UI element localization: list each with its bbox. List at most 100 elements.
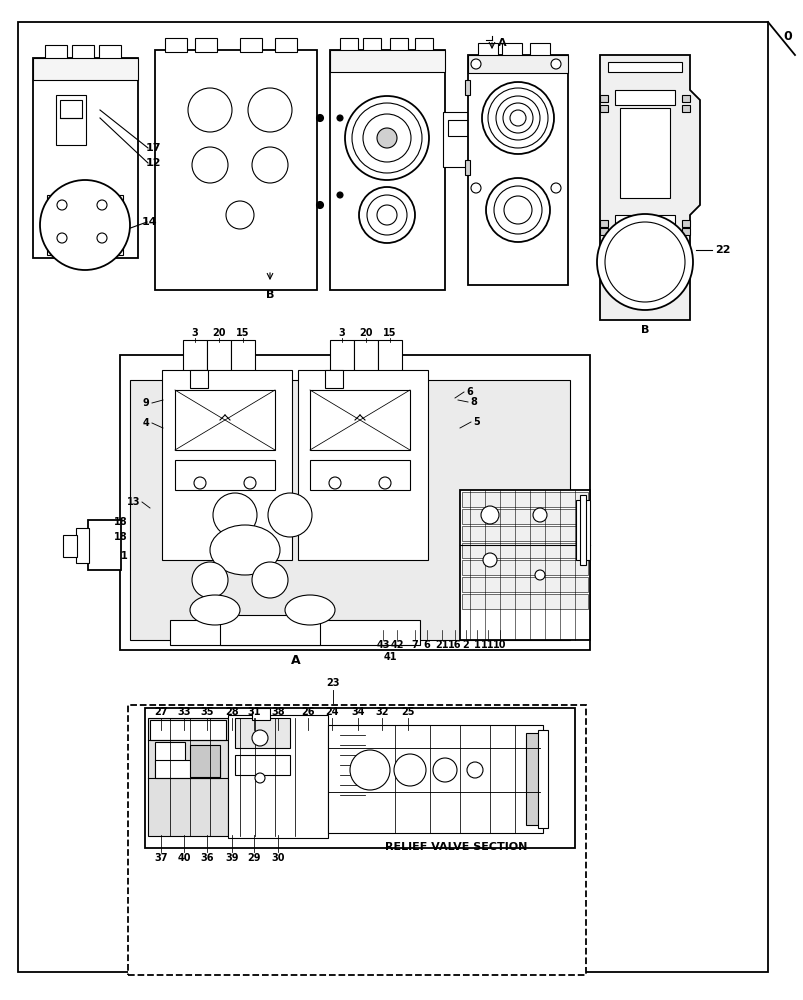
Bar [190,370,208,388]
Bar [599,105,607,112]
Circle shape [243,477,255,489]
Text: 15: 15 [236,328,250,338]
Circle shape [471,59,480,69]
Bar [328,725,542,833]
Text: RELIEF VALVE SECTION: RELIEF VALVE SECTION [385,842,527,852]
Bar [478,43,497,57]
Text: 26: 26 [301,707,314,717]
Circle shape [97,233,107,243]
Bar [183,340,206,395]
Bar [467,55,567,285]
Bar [607,62,681,72]
Bar [145,708,574,848]
Text: 35: 35 [200,707,214,717]
Bar [298,370,427,560]
Bar [462,543,587,558]
Circle shape [604,222,684,302]
Circle shape [483,553,496,567]
Circle shape [433,758,456,782]
Text: 30: 30 [271,853,284,863]
Bar [130,380,569,640]
Text: 3: 3 [191,328,198,338]
Bar [462,526,587,541]
Bar [462,509,587,524]
Bar [165,38,187,52]
Text: 15: 15 [383,328,396,338]
Bar [240,38,262,52]
Bar [525,733,540,825]
Bar [447,120,467,136]
Bar [353,340,377,395]
Text: 10: 10 [492,640,506,650]
Bar [169,620,419,645]
Text: 3: 3 [338,328,345,338]
Bar [76,528,89,563]
Bar [599,220,607,227]
Circle shape [509,110,525,126]
Circle shape [487,88,548,148]
Bar [614,215,675,227]
Polygon shape [599,55,699,320]
Circle shape [251,147,287,183]
Circle shape [532,508,546,522]
Circle shape [550,59,560,69]
Bar [310,460,410,490]
Circle shape [480,506,499,524]
Text: 33: 33 [177,707,190,717]
Circle shape [328,477,340,489]
Bar [329,340,353,395]
Bar [462,594,587,609]
Text: 37: 37 [154,853,168,863]
Circle shape [503,103,532,133]
Circle shape [316,115,323,122]
Circle shape [97,200,107,210]
Circle shape [251,562,287,598]
Bar [234,718,290,748]
Bar [275,38,296,52]
Bar [150,720,226,740]
Ellipse shape [210,525,279,575]
Bar [175,390,275,450]
Bar [63,535,77,557]
Bar [329,50,444,290]
Bar [148,718,228,836]
Bar [681,220,689,227]
Bar [60,100,82,118]
Circle shape [57,233,67,243]
Text: 1: 1 [473,640,479,650]
Text: 9: 9 [142,398,149,408]
Text: 18: 18 [114,517,128,527]
Text: A: A [497,38,506,48]
Bar [33,58,138,80]
Text: A: A [291,654,300,666]
Bar [599,228,607,235]
Text: 6: 6 [423,640,430,650]
Bar [33,58,138,258]
Circle shape [359,187,414,243]
Bar [462,560,587,575]
Circle shape [192,562,228,598]
Bar [464,160,470,175]
Circle shape [188,88,232,132]
Bar [228,715,328,838]
Text: 16: 16 [448,640,461,650]
Bar [462,492,587,507]
Text: 32: 32 [375,707,389,717]
Circle shape [226,201,254,229]
Bar [155,760,220,778]
Text: 12: 12 [145,158,161,168]
Bar [155,742,185,777]
Bar [537,730,548,828]
Circle shape [493,186,541,234]
Text: 1: 1 [121,551,128,561]
Text: 42: 42 [389,640,403,650]
Circle shape [40,180,130,270]
Bar [190,745,220,777]
Text: 21: 21 [434,640,448,650]
Bar [501,43,521,57]
Circle shape [471,183,480,193]
Text: 39: 39 [225,853,238,863]
Ellipse shape [190,595,240,625]
Circle shape [213,493,257,537]
Text: 14: 14 [142,217,157,227]
